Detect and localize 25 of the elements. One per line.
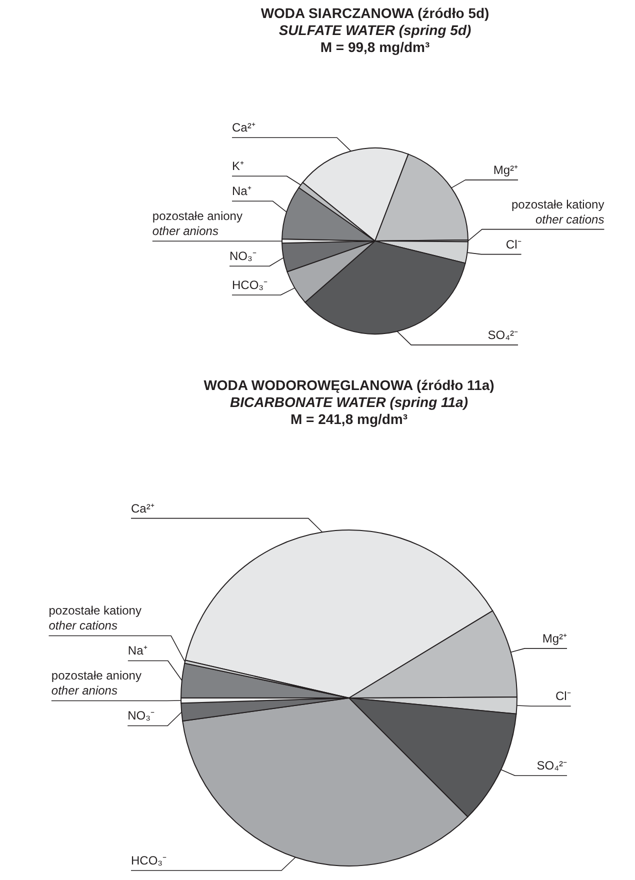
- category-label: pozostałe kationy other cations: [48, 604, 142, 633]
- slice-label: NO₃⁻: [128, 708, 154, 723]
- category-label: pozostałe aniony other anions: [51, 668, 142, 698]
- slice-label: HCO₃⁻: [232, 278, 268, 292]
- slice-label: Na⁺: [232, 184, 252, 198]
- slice-label: Ca²⁺: [131, 501, 154, 516]
- chart-subtitle: SULFATE WATER (spring 5d): [278, 22, 472, 38]
- slice-label: NO₃⁻: [230, 249, 256, 264]
- text: M = 99,8 mg/dm³: [320, 39, 430, 55]
- slice-label: HCO₃⁻: [131, 854, 167, 868]
- slice-label: Na⁺: [128, 644, 148, 658]
- chart-subtitle: BICARBONATE WATER (spring 11a): [230, 394, 468, 410]
- slice-label: Mg²⁺: [542, 631, 567, 646]
- slice-label: Mg²⁺: [493, 162, 518, 177]
- slice-label: SO₄²⁻: [536, 758, 567, 773]
- chart-title: WODA SIARCZANOWA (źródło 5d): [260, 5, 490, 21]
- slice-label: Ca²⁺: [232, 120, 256, 135]
- slice-label: SO₄²⁻: [488, 328, 518, 342]
- slice-label: Cl⁻: [555, 689, 571, 704]
- category-label: pozostałe aniony other anions: [152, 209, 242, 238]
- chart-title: WODA WODOROWĘGLANOWA (źródło 11a): [204, 377, 494, 393]
- category-label: pozostałe kationy other cations: [511, 197, 604, 226]
- slice-label: K⁺: [232, 159, 244, 174]
- text: M = 241,8 mg/dm³: [290, 411, 408, 427]
- slice-label: Cl⁻: [506, 237, 522, 252]
